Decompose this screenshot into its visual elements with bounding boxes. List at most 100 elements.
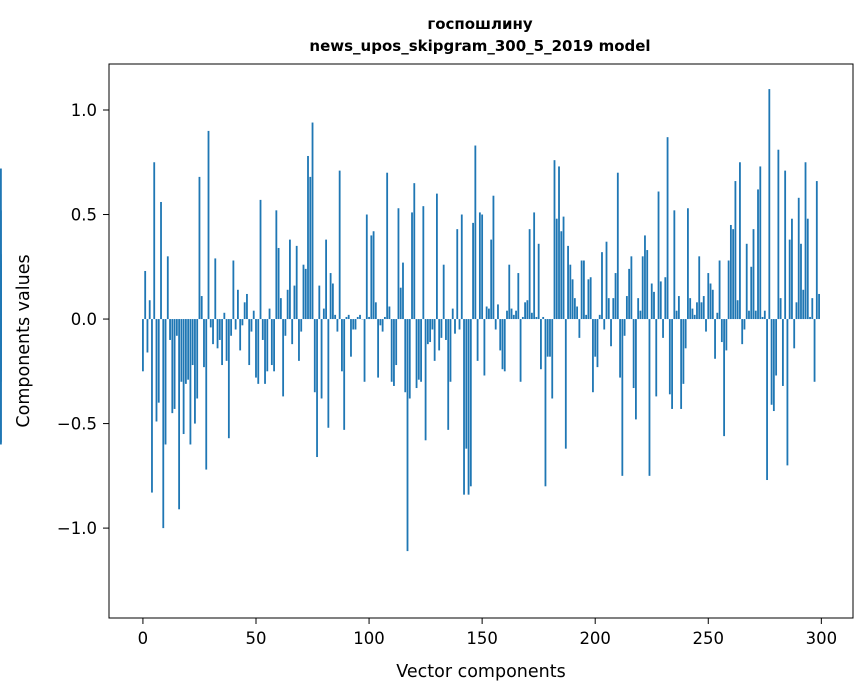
bar (517, 273, 520, 320)
bar (200, 296, 203, 320)
bar (797, 197, 800, 320)
bar (424, 319, 427, 441)
bar (786, 319, 789, 466)
bar (284, 319, 287, 336)
bar (485, 306, 488, 320)
bar (246, 293, 248, 320)
bar (266, 319, 269, 372)
bar (264, 319, 266, 384)
bar (623, 319, 626, 336)
bar (528, 229, 531, 320)
bar (300, 319, 303, 332)
bar (501, 319, 504, 370)
bar (791, 218, 793, 320)
bar (341, 319, 343, 372)
bar (804, 162, 807, 320)
bar (594, 319, 597, 357)
bar (666, 137, 669, 320)
bar (813, 319, 816, 382)
bar (212, 319, 214, 345)
bar (775, 319, 778, 376)
bar (426, 319, 429, 345)
chart-subtitle: news_upos_skipgram_300_5_2019 model (309, 37, 650, 55)
bar (162, 319, 165, 529)
bar (616, 172, 619, 320)
bar (309, 176, 312, 320)
bar (388, 306, 391, 320)
bar (768, 89, 771, 320)
bar (289, 239, 291, 320)
bar (476, 319, 479, 361)
bar (793, 319, 796, 349)
bar (639, 310, 642, 320)
bar (399, 287, 402, 320)
bar (205, 319, 208, 470)
bar (770, 319, 773, 405)
bar (422, 206, 425, 320)
bar (682, 319, 685, 384)
bar (354, 319, 357, 330)
bar (727, 260, 730, 320)
bar (359, 314, 361, 320)
bar (542, 316, 545, 320)
bar (440, 319, 443, 338)
bar (655, 319, 658, 397)
bar (311, 122, 314, 320)
bar (445, 319, 447, 340)
bar (736, 300, 739, 320)
bar (397, 208, 400, 320)
x-tick-label: 50 (245, 629, 266, 648)
bar (377, 319, 380, 378)
chart-title: госпошлину (427, 15, 532, 33)
bar (766, 319, 768, 481)
bar (684, 319, 687, 349)
bar (605, 241, 608, 320)
bar (223, 312, 226, 320)
bar (546, 319, 549, 357)
bar (218, 319, 221, 340)
bar (748, 310, 750, 320)
bar (576, 306, 579, 320)
bar (372, 231, 375, 320)
bar (356, 316, 359, 320)
bar (662, 319, 664, 338)
bar (811, 298, 814, 320)
bar (442, 264, 445, 320)
y-tick-label: 0.5 (71, 206, 97, 225)
bar (488, 308, 490, 320)
bar (540, 319, 542, 370)
bar (635, 319, 637, 420)
bar (788, 239, 791, 320)
bar (592, 319, 594, 393)
bar (234, 319, 237, 330)
bar (350, 319, 352, 357)
bar (469, 319, 472, 487)
bar (648, 319, 651, 476)
bar (237, 289, 239, 320)
bar (687, 208, 689, 320)
bar (806, 218, 809, 320)
bar (458, 319, 461, 330)
y-tick-label: 1.0 (71, 101, 97, 120)
bar (763, 310, 766, 320)
bar (291, 319, 294, 345)
bar (417, 319, 420, 380)
bar (216, 319, 219, 349)
x-tick-label: 150 (466, 629, 498, 648)
bar (750, 266, 753, 320)
bar (515, 310, 517, 320)
bar (250, 319, 253, 332)
bar (451, 308, 454, 320)
bar (383, 316, 386, 320)
bar (779, 298, 782, 320)
bar (386, 172, 389, 320)
bar (478, 212, 481, 320)
bar (320, 319, 323, 399)
bar (569, 264, 572, 320)
bar (644, 235, 646, 320)
bar (714, 319, 716, 359)
y-tick-label: −0.5 (57, 415, 97, 434)
bar (632, 319, 635, 389)
bar (144, 270, 147, 320)
bar (549, 319, 551, 357)
